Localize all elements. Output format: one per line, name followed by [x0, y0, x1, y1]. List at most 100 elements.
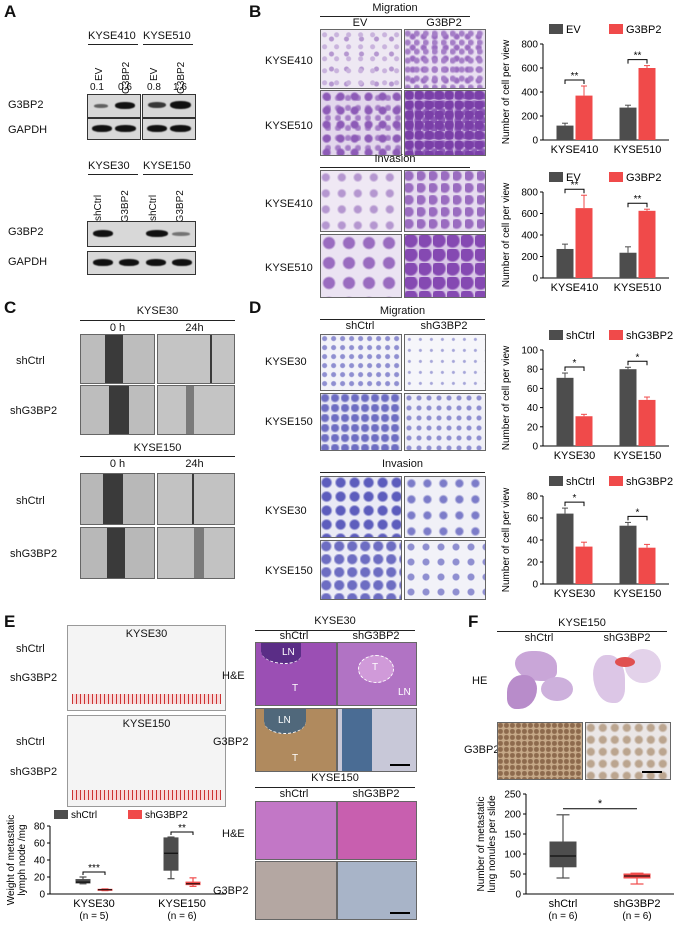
legend-label: shG3BP2 [626, 330, 673, 342]
time-label: 24h [185, 458, 204, 470]
legend-label: shCtrl [71, 810, 97, 821]
row-label-kyse30: KYSE30 [265, 356, 307, 368]
cell-label-kyse30: KYSE30 [88, 160, 130, 172]
panel-label-c: C [4, 298, 17, 317]
y-tick-label: 800 [521, 40, 538, 51]
significance-bracket [627, 202, 648, 208]
y-tick-label: 80 [527, 492, 539, 503]
f-row-he: HE [472, 675, 488, 687]
significance-bracket [627, 360, 648, 366]
row-label-shg3bp2: shG3BP2 [10, 548, 58, 560]
x-tick-label: KYSE150 [614, 450, 662, 462]
y-tick-label: 60 [34, 839, 46, 850]
ihc-image [497, 722, 583, 780]
row-label-shg3bp2: shG3BP2 [10, 672, 58, 684]
y-tick-label: 0 [515, 890, 521, 901]
transwell-image [404, 540, 486, 600]
panel-label-d: D [249, 298, 262, 317]
legend-label: shCtrl [566, 330, 595, 342]
f-col-shg3bp2: shG3BP2 [603, 632, 651, 644]
histology-image [255, 801, 337, 860]
migration-title: Migration [372, 2, 418, 14]
protein-label-g3bp2: G3BP2 [8, 226, 44, 238]
y-tick-label: 600 [521, 209, 538, 220]
panel-label-e: E [4, 612, 16, 631]
bar [575, 95, 593, 140]
chart-d-migration: 0 20 40 60 80 100 Number of cell per view * KYSE… [501, 330, 673, 462]
box [163, 837, 179, 871]
lane-label: EV [149, 67, 160, 81]
y-tick-label: 0 [532, 136, 538, 147]
significance-bracket [82, 871, 106, 875]
row-label-shctrl: shCtrl [16, 495, 45, 507]
box [75, 879, 91, 884]
histology-image [337, 861, 417, 920]
cell-title-kyse150: KYSE150 [133, 442, 182, 454]
bar [556, 248, 574, 278]
x-tick-label: shG3BP2 [613, 898, 660, 910]
chart-f-box: 0 50 100 150 200 250 Number of metastaticlung … [476, 790, 674, 922]
legend-label: shG3BP2 [626, 476, 673, 488]
western-blot [87, 221, 196, 247]
time-label: 0 h [109, 458, 126, 470]
significance-label: ** [634, 194, 642, 205]
scratch-image [80, 385, 155, 435]
x-tick-label: KYSE30 [73, 898, 115, 910]
scratch-image [157, 473, 235, 525]
x-tick-n: (n = 6) [622, 911, 651, 922]
x-tick-label: KYSE410 [551, 282, 599, 294]
legend-swatch [609, 476, 623, 486]
histo-col-shg3bp2: shG3BP2 [352, 630, 400, 642]
y-tick-label: 0 [532, 274, 538, 285]
y-tick-label: 400 [521, 231, 538, 242]
y-tick-label: 200 [521, 112, 538, 123]
box [549, 841, 577, 868]
lane-label: shCtrl [148, 194, 159, 221]
significance-label: * [573, 358, 577, 369]
scratch-image [157, 334, 235, 384]
significance-bracket [564, 79, 585, 84]
x-tick-n: (n = 6) [167, 911, 196, 922]
legend-swatch [128, 810, 142, 819]
significance-bracket [627, 59, 648, 64]
bar [619, 369, 637, 446]
lung-section-image [497, 645, 581, 713]
chart-b-migration: 0 200 400 600 800 Number of cell per view ** KY… [501, 24, 669, 156]
scratch-image [80, 473, 155, 525]
y-tick-label: 600 [521, 64, 538, 75]
panel-label-f: F [468, 612, 479, 631]
y-axis-label: Number of cell per view [501, 39, 512, 144]
protein-label-g3bp2: G3BP2 [8, 99, 44, 111]
lymph-node-photo: KYSE30 [67, 625, 226, 711]
y-tick-label: 60 [527, 514, 539, 525]
bar [556, 513, 574, 584]
y-axis-label: Number of cell per view [501, 345, 512, 450]
y-tick-label: 20 [527, 558, 539, 569]
row-label-kyse150: KYSE150 [265, 416, 313, 428]
row-label-kyse150: KYSE150 [265, 565, 313, 577]
f-row-g3bp2: G3BP2 [464, 744, 500, 756]
significance-bracket [170, 831, 194, 836]
significance-bracket [564, 366, 585, 372]
legend-swatch [549, 330, 563, 340]
col-label-shctrl: shCtrl [345, 320, 375, 332]
y-tick-label: 40 [527, 536, 539, 547]
transwell-image [404, 476, 486, 538]
transwell-image [404, 234, 486, 298]
chart-e-box: 0 20 40 60 80 Weight of metastaticlymph node … [6, 810, 226, 922]
y-axis-label: Number of cell per view [501, 487, 512, 592]
bar [638, 547, 656, 584]
lung-section-image [585, 645, 669, 713]
y-axis-label: Number of metastaticlung nonules per sli… [476, 795, 498, 893]
significance-label: ** [571, 71, 579, 82]
significance-bracket [627, 515, 648, 521]
row-label-shctrl: shCtrl [16, 355, 45, 367]
transwell-image [404, 334, 486, 391]
histology-image: T LN [337, 642, 417, 706]
y-tick-label: 200 [504, 810, 521, 821]
y-axis-label: Weight of metastaticlymph node /mg [6, 815, 28, 905]
transwell-image [320, 393, 402, 451]
x-tick-label: KYSE150 [614, 588, 662, 600]
bar [638, 68, 656, 140]
bar [556, 125, 574, 140]
